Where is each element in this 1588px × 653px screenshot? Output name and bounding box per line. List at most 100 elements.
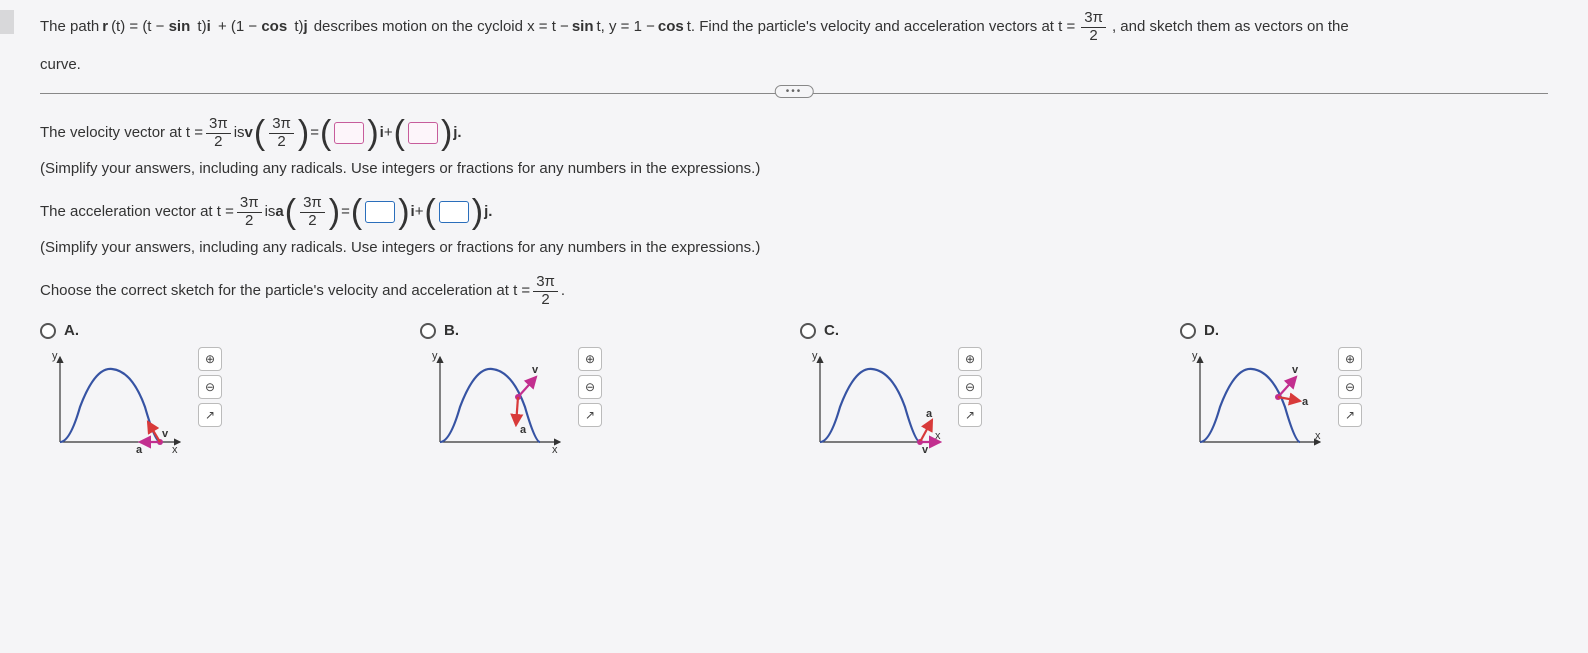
rparen: ): [298, 116, 309, 150]
a-label: a: [520, 424, 527, 436]
rparen: ): [441, 116, 452, 150]
fraction: 3π 2: [269, 116, 294, 150]
simplify-note-1: (Simplify your answers, including any ra…: [40, 160, 1548, 177]
a-label: a: [275, 198, 283, 227]
radio-d[interactable]: [1180, 323, 1196, 339]
zoom-in-button[interactable]: ⊕: [958, 347, 982, 371]
acceleration-line: The acceleration vector at t = 3π 2 is a…: [40, 195, 1548, 229]
text: The acceleration vector at t =: [40, 198, 234, 227]
v-label: v: [245, 119, 253, 148]
y-axis-label: y: [52, 350, 58, 362]
j-label: j.: [484, 198, 492, 227]
simplify-note-2: (Simplify your answers, including any ra…: [40, 239, 1548, 256]
y-axis-label: y: [432, 350, 438, 362]
zoom-out-button[interactable]: ⊖: [198, 375, 222, 399]
divider: •••: [40, 93, 1548, 94]
j-label: j.: [453, 119, 461, 148]
numerator: 3π: [533, 274, 558, 292]
lparen: (: [424, 195, 435, 229]
v-label: v: [922, 444, 929, 456]
denominator: 2: [305, 213, 319, 230]
radio-c[interactable]: [800, 323, 816, 339]
text: +: [384, 119, 393, 148]
lparen: (: [351, 195, 362, 229]
text: =: [341, 198, 350, 227]
rparen: ): [398, 195, 409, 229]
radio-a[interactable]: [40, 323, 56, 339]
text: is: [234, 119, 245, 148]
zoom-out-button[interactable]: ⊖: [958, 375, 982, 399]
lparen: (: [320, 116, 331, 150]
a-label: a: [1302, 396, 1309, 408]
denominator: 2: [538, 292, 552, 309]
zoom-in-button[interactable]: ⊕: [1338, 347, 1362, 371]
a-label: a: [136, 444, 143, 456]
zoom-out-button[interactable]: ⊖: [1338, 375, 1362, 399]
option-c: C. y x a v: [800, 322, 1100, 457]
x-axis-label: x: [1315, 430, 1321, 442]
x-axis-label: x: [935, 430, 941, 442]
numerator: 3π: [206, 116, 231, 134]
option-a-label: A.: [64, 322, 79, 339]
text: describes motion on the cycloid x = t −: [314, 13, 569, 42]
text: The path: [40, 13, 99, 42]
mc-container: A. y x a v: [40, 322, 1548, 457]
left-margin-marker: [0, 10, 14, 34]
fraction-3pi-2: 3π 2: [1081, 10, 1109, 44]
expand-pill[interactable]: •••: [775, 85, 814, 98]
numerator: 3π: [269, 116, 294, 134]
text: t, y = 1 −: [597, 13, 655, 42]
zoom-in-button[interactable]: ⊕: [578, 347, 602, 371]
x-axis-label: x: [172, 444, 178, 456]
equation-r: r(t) = (t − sin t)i + (1 − cos t)j: [102, 13, 310, 42]
rparen: ): [367, 116, 378, 150]
popup-button[interactable]: ↗: [578, 403, 602, 427]
graph-c: y x a v: [800, 347, 950, 457]
text: t. Find the particle's velocity and acce…: [687, 13, 1075, 42]
text: =: [310, 119, 319, 148]
option-b-label: B.: [444, 322, 459, 339]
denominator: 2: [211, 134, 225, 151]
velocity-i-input[interactable]: [334, 122, 364, 144]
option-b: B. y x v a: [420, 322, 720, 457]
radio-b[interactable]: [420, 323, 436, 339]
text-curve: curve.: [40, 56, 1548, 73]
v-label: v: [532, 364, 539, 376]
popup-button[interactable]: ↗: [1338, 403, 1362, 427]
denominator: 2: [242, 213, 256, 230]
y-axis-label: y: [1192, 350, 1198, 362]
numerator: 3π: [1081, 10, 1106, 28]
x-axis-label: x: [552, 444, 558, 456]
question-prompt: The path r(t) = (t − sin t)i + (1 − cos …: [40, 10, 1548, 44]
fraction: 3π 2: [206, 116, 231, 150]
graph-b: y x v a: [420, 347, 570, 457]
fraction: 3π 2: [237, 195, 262, 229]
accel-j-input[interactable]: [439, 201, 469, 223]
cos: cos: [658, 13, 684, 42]
fraction: 3π 2: [300, 195, 325, 229]
zoom-in-button[interactable]: ⊕: [198, 347, 222, 371]
text: The velocity vector at t =: [40, 119, 203, 148]
accel-i-input[interactable]: [365, 201, 395, 223]
y-axis-label: y: [812, 350, 818, 362]
velocity-j-input[interactable]: [408, 122, 438, 144]
numerator: 3π: [300, 195, 325, 213]
option-a: A. y x a v: [40, 322, 340, 457]
popup-button[interactable]: ↗: [958, 403, 982, 427]
rparen: ): [472, 195, 483, 229]
graph-d: y x v a: [1180, 347, 1330, 457]
text: Choose the correct sketch for the partic…: [40, 277, 530, 306]
sin: sin: [572, 13, 594, 42]
text: is: [265, 198, 276, 227]
graph-a: y x a v: [40, 347, 190, 457]
text: +: [415, 198, 424, 227]
option-d-label: D.: [1204, 322, 1219, 339]
option-c-label: C.: [824, 322, 839, 339]
popup-button[interactable]: ↗: [198, 403, 222, 427]
text: .: [561, 277, 565, 306]
numerator: 3π: [237, 195, 262, 213]
rparen: ): [329, 195, 340, 229]
denominator: 2: [274, 134, 288, 151]
v-label: v: [1292, 364, 1299, 376]
zoom-out-button[interactable]: ⊖: [578, 375, 602, 399]
